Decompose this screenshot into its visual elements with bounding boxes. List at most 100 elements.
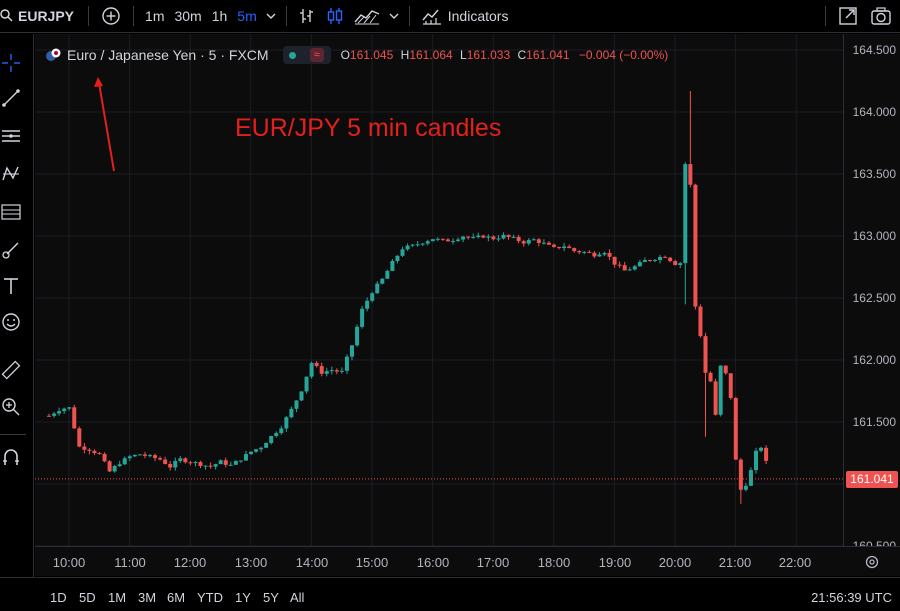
candle-body [713,381,718,415]
magnet-tool[interactable] [0,446,22,468]
measure-tool[interactable] [0,359,22,381]
snapshot-button[interactable] [864,0,900,33]
close-label: C [517,48,527,62]
candle-body [284,417,289,429]
open-label: O [340,48,350,62]
candle-body [688,164,693,185]
emoji-tool[interactable] [0,311,22,333]
candle-body [117,464,122,467]
compare-button[interactable] [95,0,127,33]
candle-body [451,240,456,242]
candle-body [289,408,294,418]
symbol-search[interactable]: EURJPY [0,0,74,33]
candle-body [350,345,355,357]
crosshair-tool[interactable] [0,52,22,74]
candle-body [208,465,213,467]
candle-body [259,447,264,450]
bar-style-button[interactable] [293,0,321,33]
candle-body [67,407,72,409]
chart-settings-button[interactable] [864,554,880,575]
candle-body [132,454,137,457]
interval-1h-label: 1h [211,8,228,24]
candle-body [344,356,349,371]
interval-30m[interactable]: 30m [169,0,206,33]
candle-body [445,239,450,242]
period-3m[interactable]: 3M [138,590,157,605]
candle-body [279,428,284,434]
candle-body [754,450,759,471]
candle-body [264,442,269,448]
candle-body [193,462,198,464]
candle-body [743,485,748,490]
candle-body [456,239,461,241]
chart-pane[interactable] [35,34,843,547]
time-tick: 15:00 [355,555,389,570]
time-axis[interactable]: 10:00 11:00 12:00 13:00 14:00 15:00 16:0… [35,546,900,576]
flag-icon [46,48,61,61]
fib-tool[interactable] [0,201,22,223]
period-5y[interactable]: 5Y [263,590,279,605]
candle-body [703,336,708,373]
candle-body [592,252,597,257]
close-value: 161.041 [526,48,570,62]
fullscreen-button[interactable] [832,0,864,33]
utc-clock[interactable]: 21:56:39 UTC [811,590,892,605]
zoom-tool[interactable] [0,396,22,418]
period-1y[interactable]: 1Y [235,590,251,605]
expand-icon [839,7,857,25]
period-1d[interactable]: 1D [50,590,67,605]
period-6m[interactable]: 6M [167,590,186,605]
candle-body [698,306,703,337]
candle-body [663,256,668,258]
trendline-tool[interactable] [0,87,22,109]
candle-body [254,449,259,452]
chart-type-dropdown[interactable] [385,0,403,33]
candle-body [683,164,688,264]
interval-1m[interactable]: 1m [140,0,169,33]
time-tick: 19:00 [598,555,632,570]
visibility-toggle[interactable]: ≈ [282,46,331,64]
candle-body [97,453,102,455]
text-tool[interactable] [0,275,22,297]
candles-style-button[interactable] [321,0,349,33]
interval-1h[interactable]: 1h [207,0,233,33]
price-axis[interactable]: 164.500 164.000 163.500 163.000 162.500 … [843,34,900,553]
candle-body [668,257,673,262]
interval-5m-label: 5m [237,8,257,24]
candle-body [410,244,415,246]
candle-body [304,376,309,392]
indicators-button[interactable]: Indicators [416,0,515,33]
candle-body [461,236,466,240]
candle-body [723,365,728,374]
indicators-label: Indicators [447,8,509,24]
period-1m[interactable]: 1M [108,590,127,605]
interval-dropdown[interactable] [262,0,280,33]
candle-body [87,449,92,451]
candle-body [430,239,435,242]
period-all[interactable]: All [290,590,305,605]
pattern-tool[interactable] [0,163,22,185]
indicators-icon [422,9,441,25]
price-tick: 161.500 [852,415,896,429]
price-tick: 164.500 [852,43,896,57]
candle-body [597,254,602,257]
candle-body [658,256,663,260]
time-tick: 21:00 [718,555,752,570]
area-style-button[interactable] [349,0,385,33]
candle-body [142,454,147,456]
candle-body [491,236,496,240]
period-ytd[interactable]: YTD [197,590,223,605]
price-tick: 163.000 [852,229,896,243]
interval-5m[interactable]: 5m [232,0,261,33]
brush-icon [2,242,19,259]
candle-body [476,235,481,238]
search-icon [0,9,13,22]
period-5d[interactable]: 5D [79,590,96,605]
candle-body [607,252,612,257]
lines-tool[interactable] [0,125,22,147]
candle-body [632,266,637,270]
candle-body [733,398,738,460]
candle-body [759,447,764,451]
brush-tool[interactable] [0,239,22,261]
candle-body [693,184,698,307]
